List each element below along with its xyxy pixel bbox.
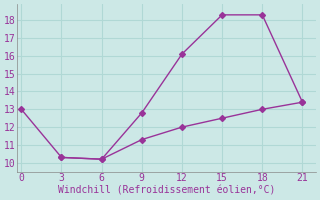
X-axis label: Windchill (Refroidissement éolien,°C): Windchill (Refroidissement éolien,°C) [58,186,275,196]
